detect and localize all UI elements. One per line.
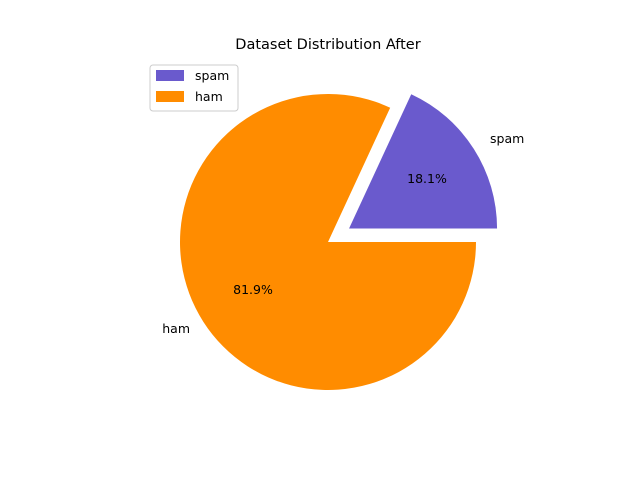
legend-label-ham: ham (195, 89, 223, 104)
pie-slices (179, 94, 498, 391)
slice-label-ham: ham (162, 321, 190, 336)
pie-slice-ham (179, 94, 476, 391)
slice-percent-spam: 18.1% (407, 171, 447, 186)
slice-label-spam: spam (490, 131, 524, 146)
slice-labels: spam 18.1% ham 81.9% (162, 131, 524, 336)
pie-slice-spam (349, 94, 498, 229)
legend-swatch-spam (156, 70, 184, 81)
chart-title: Dataset Distribution After (235, 37, 420, 53)
legend: spam ham (149, 64, 239, 112)
slice-percent-ham: 81.9% (233, 282, 273, 297)
legend-swatch-ham (156, 91, 184, 102)
legend-label-spam: spam (195, 68, 229, 83)
